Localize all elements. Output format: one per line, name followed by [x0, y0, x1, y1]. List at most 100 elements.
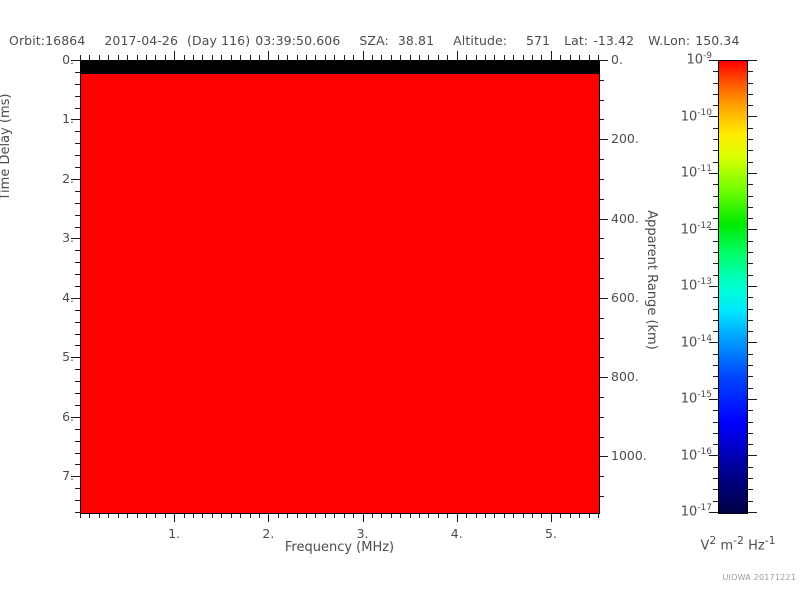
x-tick-minor — [504, 513, 505, 518]
colorbar-tick — [748, 207, 753, 208]
x-tick-minor — [193, 513, 194, 518]
orbit-value: 16864 — [45, 32, 86, 48]
x-tick-minor — [89, 513, 90, 518]
y2-tick-minor — [599, 80, 604, 81]
colorbar-tick — [713, 309, 718, 310]
x-tick-minor — [466, 513, 467, 518]
x-tick-minor — [598, 513, 599, 518]
x-tick-top — [476, 55, 477, 60]
colorbar-tick — [748, 286, 757, 287]
x-tick-top — [80, 55, 81, 60]
x-tick-minor — [457, 513, 458, 522]
x-tick-minor — [315, 513, 316, 518]
y-tick-minor — [75, 167, 80, 168]
colorbar-tick — [709, 116, 718, 117]
x-tick-minor — [99, 513, 100, 518]
x-tick-top — [297, 55, 298, 60]
x-tick-minor — [240, 513, 241, 518]
colorbar-tick — [748, 128, 753, 129]
colorbar-tick — [713, 501, 718, 502]
colorbar-tick — [709, 60, 718, 61]
x-tick-minor — [494, 513, 495, 518]
x-tick-minor — [212, 513, 213, 518]
colorbar-tick — [709, 342, 718, 343]
colorbar-tick — [713, 252, 718, 253]
x-tick-top — [438, 55, 439, 60]
y-tick-minor — [75, 322, 80, 323]
colorbar-tick — [713, 320, 718, 321]
colorbar-tick — [748, 196, 753, 197]
y-tick-minor — [75, 334, 80, 335]
colorbar-tick — [748, 467, 753, 468]
x-tick-minor — [325, 513, 326, 518]
colorbar-tick — [709, 399, 718, 400]
x-tick-top — [165, 55, 166, 60]
colorbar-tick — [748, 241, 753, 242]
colorbar-tick — [748, 218, 753, 219]
y2-tick-label: 600. — [611, 289, 639, 305]
x-tick-label: 3. — [356, 526, 369, 541]
x-tick-label: 4. — [450, 526, 463, 541]
colorbar-tick — [713, 489, 718, 490]
colorbar-tick-label: 10-14 — [680, 333, 712, 350]
x-tick-minor — [551, 513, 552, 522]
y-tick-minor — [75, 203, 80, 204]
colorbar-tick — [709, 512, 718, 513]
unit-m: m — [720, 538, 734, 554]
colorbar-tick-label: 10-13 — [680, 277, 712, 294]
x-tick-minor — [108, 513, 109, 518]
colorbar-tick — [713, 241, 718, 242]
y2-tick-minor — [599, 199, 604, 200]
y2-tick-minor — [599, 377, 608, 378]
wlon-value: 150.34 — [695, 32, 740, 48]
x-tick-top — [146, 55, 147, 60]
y-tick-label: 6. — [62, 408, 74, 424]
colorbar-tick — [713, 467, 718, 468]
y-tick-minor — [71, 298, 80, 299]
x-tick-top — [560, 55, 561, 60]
colorbar-tick — [713, 444, 718, 445]
altitude-label: Altitude: — [453, 32, 508, 48]
x-tick-minor — [410, 513, 411, 518]
y2-tick-minor — [599, 417, 604, 418]
colorbar-tick — [713, 388, 718, 389]
x-tick-minor — [363, 513, 364, 522]
observation-time: 03:39:50.606 — [255, 32, 341, 48]
colorbar-tick — [748, 489, 753, 490]
colorbar-tick — [713, 263, 718, 264]
y-tick-minor — [71, 476, 80, 477]
x-tick-label: 1. — [168, 526, 181, 541]
x-tick-top — [118, 55, 119, 60]
ionogram-plot-area[interactable] — [80, 60, 600, 514]
x-tick-top — [381, 55, 382, 60]
y-tick-minor — [75, 405, 80, 406]
colorbar-tick — [748, 376, 753, 377]
x-tick-minor — [231, 513, 232, 518]
x-tick-minor — [579, 513, 580, 518]
x-tick-top — [541, 55, 542, 60]
x-tick-top — [457, 51, 458, 60]
y2-tick-minor — [599, 179, 604, 180]
sza-label: SZA: — [359, 32, 389, 48]
colorbar-tick-label: 10-12 — [680, 220, 712, 237]
y-tick-label: 7. — [62, 468, 74, 484]
x-tick-minor — [165, 513, 166, 518]
x-tick-top — [278, 55, 279, 60]
x-tick-label: 2. — [262, 526, 275, 541]
colorbar-tick — [713, 478, 718, 479]
unit-v-exp: 2 — [709, 534, 717, 547]
x-tick-top — [428, 55, 429, 60]
x-tick-top — [202, 55, 203, 60]
lat-value: -13.42 — [593, 32, 635, 48]
y2-tick-minor — [599, 476, 604, 477]
x-tick-minor — [391, 513, 392, 518]
x-tick-top — [89, 55, 90, 60]
x-tick-top — [400, 55, 401, 60]
y-tick-minor — [75, 274, 80, 275]
x-tick-minor — [419, 513, 420, 518]
x-tick-minor — [447, 513, 448, 518]
colorbar-tick — [748, 229, 757, 230]
colorbar-tick — [713, 275, 718, 276]
colorbar-rainbow-icon — [719, 61, 747, 513]
x-tick-minor — [381, 513, 382, 518]
